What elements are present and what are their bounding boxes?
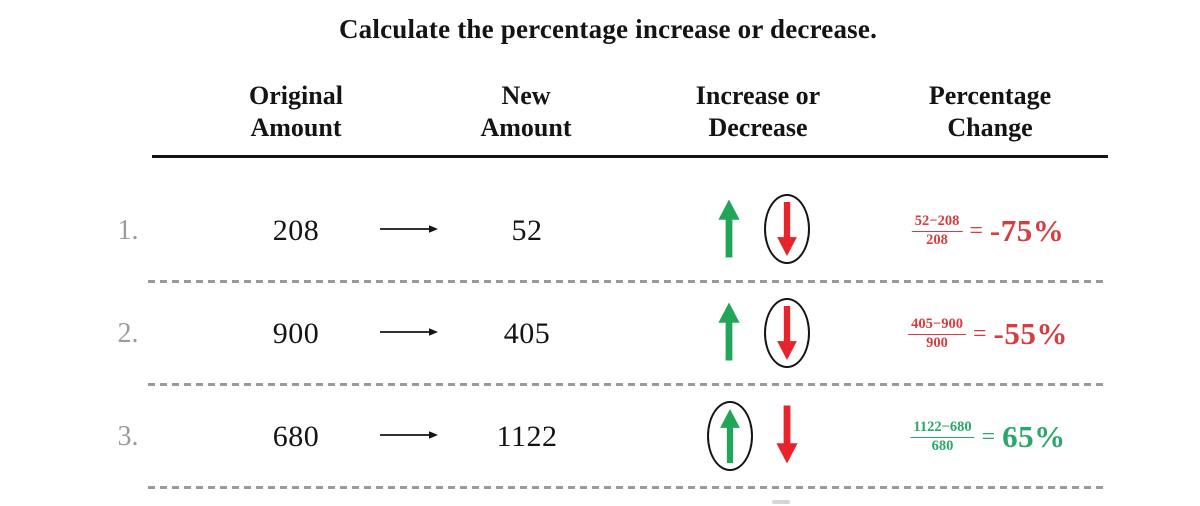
circle-shape <box>764 194 810 264</box>
column-header-new-amount: New Amount <box>480 80 571 144</box>
circle-annotation[interactable] <box>707 401 753 471</box>
percentage-result: 65% <box>1002 419 1066 454</box>
up-arrow-icon[interactable] <box>717 302 741 366</box>
column-header-percentage-change: Percentage Change <box>929 80 1051 144</box>
percentage-change-equation: 1122−680 680 = 65% <box>910 419 1065 455</box>
right-arrow-icon <box>380 428 438 446</box>
row-separator <box>148 383 1108 386</box>
fraction: 1122−680 680 <box>910 419 975 454</box>
cutoff-text-fragment <box>772 500 790 504</box>
row-number: 2. <box>117 318 139 349</box>
right-arrow-icon <box>380 325 438 343</box>
fraction-denominator: 680 <box>931 438 954 454</box>
percentage-change-equation: 405−900 900 = -55% <box>908 316 1068 352</box>
right-arrow-icon <box>380 222 438 240</box>
new-amount-value: 1122 <box>496 420 558 453</box>
row-number: 1. <box>117 215 139 246</box>
header-line: Change <box>947 113 1033 142</box>
header-line: Decrease <box>708 113 808 142</box>
row-number: 3. <box>117 421 139 452</box>
down-arrow-icon <box>777 202 797 256</box>
new-amount-value: 405 <box>503 317 551 350</box>
original-amount-value: 680 <box>272 420 320 453</box>
up-arrow-icon <box>720 409 740 463</box>
column-header-increase-or-decrease: Increase or Decrease <box>696 80 820 144</box>
original-amount-value: 208 <box>272 214 320 247</box>
circle-shape <box>764 298 810 368</box>
percentage-result: -55% <box>993 316 1068 351</box>
original-amount-value: 900 <box>272 317 320 350</box>
percentage-change-equation: 52−208 208 = -75% <box>911 213 1065 249</box>
new-amount-value: 52 <box>511 214 543 247</box>
column-header-original-amount: Original Amount <box>249 80 343 144</box>
fraction: 52−208 208 <box>911 213 963 248</box>
circle-shape <box>707 401 753 471</box>
fraction-numerator: 1122−680 <box>910 419 975 438</box>
header-line: Percentage <box>928 81 1052 110</box>
equals-sign: = <box>981 423 996 450</box>
page-title: Calculate the percentage increase or dec… <box>338 14 878 44</box>
row-separator <box>148 486 1108 489</box>
header-line: Amount <box>250 113 342 142</box>
fraction-denominator: 208 <box>926 232 948 248</box>
fraction: 405−900 900 <box>908 316 966 351</box>
up-arrow-icon[interactable] <box>717 199 741 263</box>
circle-annotation[interactable] <box>764 194 810 264</box>
header-line: Amount <box>480 113 572 142</box>
circle-annotation[interactable] <box>764 298 810 368</box>
row-separator <box>148 280 1108 283</box>
header-line: Increase or <box>695 81 821 110</box>
header-line: New <box>501 81 551 110</box>
equals-sign: = <box>972 320 987 347</box>
fraction-numerator: 405−900 <box>908 316 966 335</box>
fraction-denominator: 900 <box>926 335 948 351</box>
fraction-numerator: 52−208 <box>911 213 963 232</box>
header-line: Original <box>249 81 343 110</box>
equals-sign: = <box>969 217 983 244</box>
percentage-result: -75% <box>989 213 1065 248</box>
header-underline <box>152 155 1108 158</box>
down-arrow-icon <box>777 306 797 360</box>
down-arrow-icon[interactable] <box>775 405 799 469</box>
